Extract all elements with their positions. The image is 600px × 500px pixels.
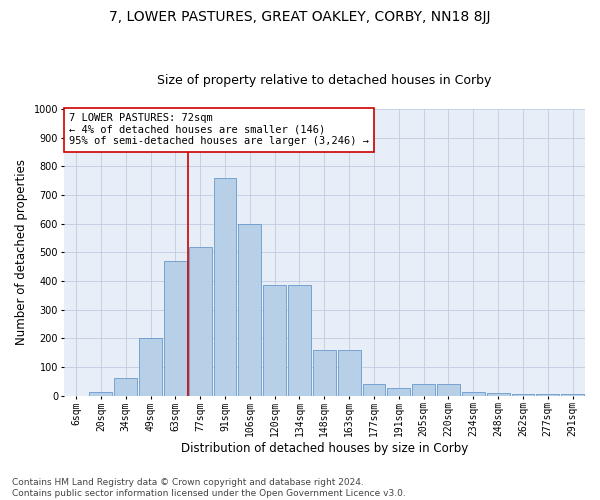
Bar [114, 378, 137, 396]
Bar [388, 388, 410, 396]
Bar [512, 394, 535, 396]
Bar [313, 350, 336, 396]
Bar [89, 392, 112, 396]
Bar [288, 286, 311, 396]
X-axis label: Distribution of detached houses by size in Corby: Distribution of detached houses by size … [181, 442, 468, 455]
Bar [561, 394, 584, 396]
Bar [412, 384, 435, 396]
Bar [487, 394, 509, 396]
Bar [437, 384, 460, 396]
Bar [462, 392, 485, 396]
Bar [338, 350, 361, 396]
Text: 7 LOWER PASTURES: 72sqm
← 4% of detached houses are smaller (146)
95% of semi-de: 7 LOWER PASTURES: 72sqm ← 4% of detached… [69, 114, 369, 146]
Bar [164, 261, 187, 396]
Bar [362, 384, 385, 396]
Bar [536, 394, 559, 396]
Bar [214, 178, 236, 396]
Bar [189, 246, 212, 396]
Y-axis label: Number of detached properties: Number of detached properties [15, 160, 28, 346]
Title: Size of property relative to detached houses in Corby: Size of property relative to detached ho… [157, 74, 491, 87]
Text: Contains HM Land Registry data © Crown copyright and database right 2024.
Contai: Contains HM Land Registry data © Crown c… [12, 478, 406, 498]
Text: 7, LOWER PASTURES, GREAT OAKLEY, CORBY, NN18 8JJ: 7, LOWER PASTURES, GREAT OAKLEY, CORBY, … [109, 10, 491, 24]
Bar [238, 224, 261, 396]
Bar [263, 286, 286, 396]
Bar [139, 338, 162, 396]
